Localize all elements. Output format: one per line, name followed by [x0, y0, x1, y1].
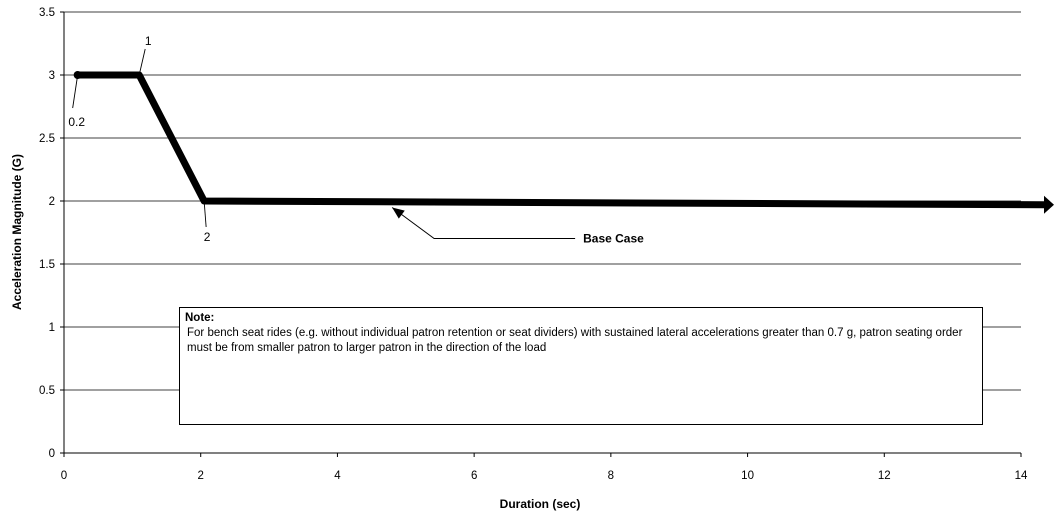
- y-tick-label: 2.5: [39, 133, 55, 145]
- y-tick-label: 2: [49, 196, 55, 208]
- axes: [60, 11, 1022, 457]
- series-base-case: [73, 71, 1054, 214]
- x-axis-title: Duration (sec): [500, 497, 581, 511]
- note-box: Note: For bench seat rides (e.g. without…: [179, 307, 983, 425]
- x-tick-label: 2: [198, 470, 204, 482]
- x-tick-label: 0: [61, 470, 67, 482]
- annotation-label: Base Case: [583, 232, 644, 246]
- y-tick-labels: 0 0.5 1 1.5 2 2.5 3 3.5: [39, 7, 55, 460]
- x-tick-label: 4: [334, 470, 341, 482]
- note-text: For bench seat rides (e.g. without indiv…: [187, 327, 963, 354]
- y-axis-title: Acceleration Magnitude (G): [10, 154, 24, 310]
- point-label: 1: [145, 34, 152, 48]
- series-line: [74, 71, 1048, 209]
- x-tick-label: 14: [1015, 470, 1028, 482]
- y-tick-label: 3: [49, 70, 55, 82]
- point-label-leader: [72, 74, 79, 109]
- point-label-leader: [203, 200, 207, 228]
- series-end-arrowhead: [1044, 195, 1054, 214]
- x-tick-label: 8: [608, 470, 614, 482]
- y-tick-label: 1.5: [39, 259, 55, 271]
- note-title: Note:: [185, 312, 215, 324]
- x-tick-label: 10: [741, 470, 754, 482]
- annotation-arrowhead: [392, 207, 405, 219]
- point-label: 0.2: [68, 115, 85, 129]
- point-labels: 0.2 1 2: [68, 34, 210, 244]
- x-tick-label: 12: [878, 470, 891, 482]
- y-tick-label: 0: [49, 448, 55, 460]
- x-tick-label: 6: [471, 470, 477, 482]
- y-tick-label: 3.5: [39, 7, 55, 19]
- y-tick-label: 0.5: [39, 385, 55, 397]
- x-tick-labels: 0 2 4 6 8 10 12 14: [61, 470, 1028, 482]
- y-tick-label: 1: [49, 322, 55, 334]
- point-label: 2: [204, 230, 211, 244]
- annotation-leader: [391, 207, 576, 240]
- annotations: Base Case: [391, 207, 644, 246]
- point-label-leader: [138, 48, 146, 76]
